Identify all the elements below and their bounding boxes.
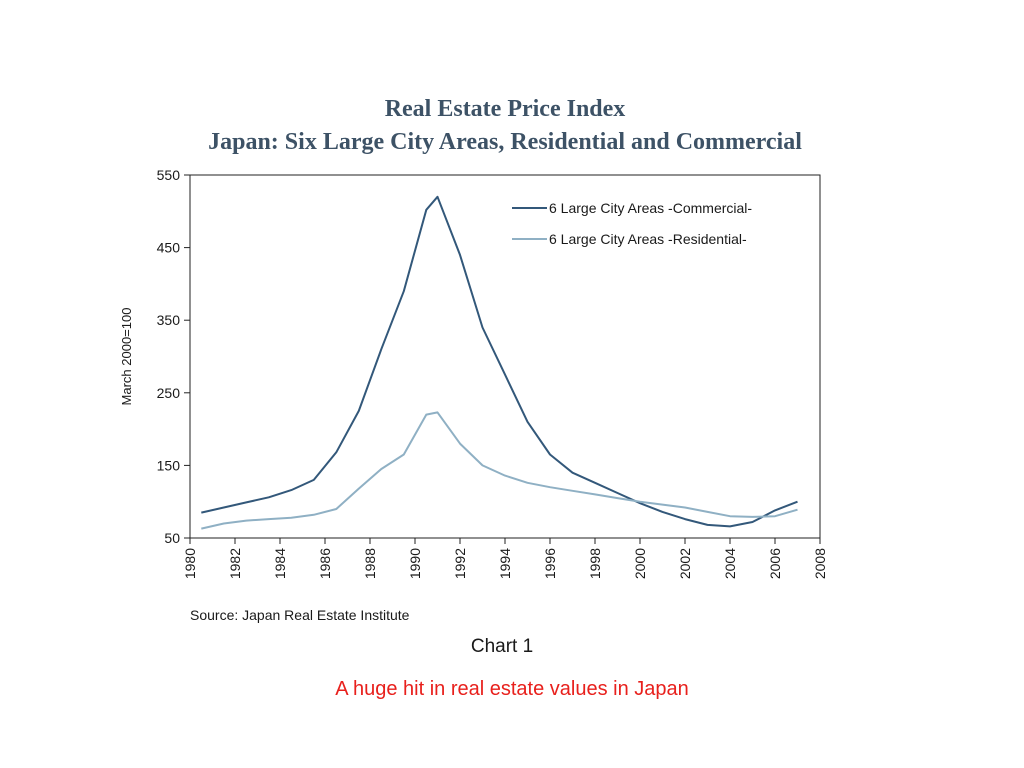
legend-label: 6 Large City Areas -Commercial- [549, 200, 752, 216]
x-tick-label: 2004 [722, 548, 738, 579]
x-tick-label: 1980 [182, 548, 198, 579]
y-tick-label: 150 [157, 457, 181, 473]
y-tick-label: 250 [157, 385, 181, 401]
x-tick-label: 1990 [407, 548, 423, 579]
y-tick-label: 50 [164, 530, 180, 546]
series-line-commercial [201, 195, 798, 528]
y-tick-label: 450 [157, 240, 181, 256]
x-tick-label: 1992 [452, 548, 468, 579]
source-note: Source: Japan Real Estate Institute [190, 607, 410, 623]
legend-label: 6 Large City Areas -Residential- [549, 231, 747, 247]
plot-frame [189, 174, 821, 539]
y-axis-label: March 2000=100 [119, 308, 134, 406]
x-tick-label: 2006 [767, 548, 783, 579]
legend: 6 Large City Areas -Commercial- 6 Large C… [512, 200, 752, 247]
x-tick-label: 2000 [632, 548, 648, 579]
x-tick-label: 1994 [497, 548, 513, 579]
x-tick-label: 1984 [272, 548, 288, 579]
chart-title: Real Estate Price Index [385, 96, 626, 122]
x-tick-label: 1982 [227, 548, 243, 579]
chart-subtitle: Japan: Six Large City Areas, Residential… [208, 129, 802, 155]
y-axis: 50 150 250 350 450 550 [157, 167, 190, 546]
x-tick-label: 1996 [542, 548, 558, 579]
series-line-residential [201, 411, 798, 530]
chart-number-label: Chart 1 [471, 636, 533, 657]
y-tick-label: 550 [157, 167, 181, 183]
y-tick-label: 350 [157, 312, 181, 328]
slide-caption: A huge hit in real estate values in Japa… [335, 678, 689, 700]
x-tick-label: 1988 [362, 548, 378, 579]
series-layer [201, 195, 798, 530]
x-tick-label: 2008 [812, 548, 828, 579]
x-tick-label: 1998 [587, 548, 603, 579]
x-tick-label: 1986 [317, 548, 333, 579]
x-tick-label: 2002 [677, 548, 693, 579]
x-axis: 1980 1982 1984 1986 1988 1990 1992 1994 1996 1998… [182, 538, 828, 579]
